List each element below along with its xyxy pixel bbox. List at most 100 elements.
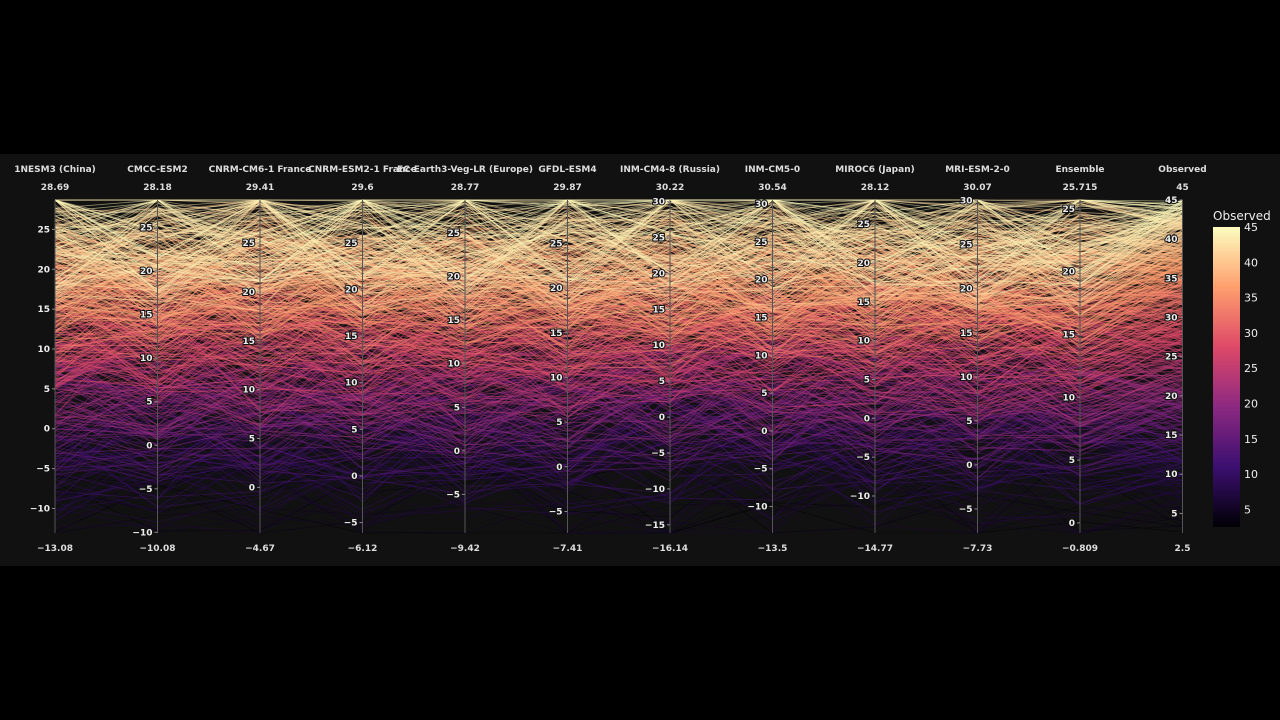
- axis-tick-label: 20: [1165, 392, 1178, 402]
- data-line: [54, 316, 1183, 402]
- axis-title: MIROC6 (Japan): [835, 165, 914, 175]
- data-line: [54, 391, 1183, 490]
- axis-tick-label: −10: [645, 485, 665, 495]
- axis-tick-label: 10: [1165, 470, 1178, 480]
- axis-tick-label: 5: [1069, 456, 1075, 466]
- axis-tick-label: 5: [454, 403, 460, 413]
- data-line: [54, 209, 1183, 304]
- axis-tick-label: 20: [447, 272, 460, 282]
- axis-tick-label: 0: [1069, 519, 1075, 529]
- axis-min-label: −16.14: [652, 544, 688, 554]
- data-line: [54, 361, 1183, 469]
- axis-title: EC-Earth3-Veg-LR (Europe): [397, 165, 533, 175]
- data-line: [54, 199, 1183, 282]
- axis-tick-label: 35: [1165, 274, 1178, 284]
- data-line: [54, 348, 1183, 460]
- axis: MRI-ESM-2-0 30.07 −7.73 −5 0 5 10 15 20 25 30: [945, 165, 1010, 554]
- data-line: [54, 199, 1183, 289]
- data-line: [54, 199, 1183, 277]
- axis-tick-label: 10: [242, 386, 255, 396]
- axis-tick-label: −5: [549, 507, 563, 517]
- axis-title: MRI-ESM-2-0: [945, 165, 1010, 175]
- axis-max-label: 30.54: [758, 183, 786, 193]
- axis-tick-label: 10: [345, 379, 358, 389]
- axis-tick-label: 25: [755, 238, 768, 248]
- axis-min-label: −4.67: [245, 544, 275, 554]
- axis-tick-label: 0: [146, 441, 152, 451]
- axis-max-label: 30.22: [656, 183, 684, 193]
- data-line: [54, 306, 1183, 385]
- axis-tick-label: 5: [966, 417, 972, 427]
- axis-tick-label: 25: [652, 233, 665, 243]
- axis-tick-label: 30: [755, 200, 768, 210]
- axis-tick-label: 5: [249, 435, 255, 445]
- parallel-coordinates-plot: 1NESM3 (China) 28.69 −13.08 −10 −5 0 5 10 15 20 25…: [0, 154, 1280, 566]
- axis-title: GFDL-ESM4: [538, 165, 596, 175]
- axis-title: CNRM-CM6-1 France: [209, 165, 312, 175]
- axis-title: CMCC-ESM2: [127, 165, 188, 175]
- colorbar-tick-label: 45: [1244, 221, 1258, 234]
- axis: MIROC6 (Japan) 28.12 −14.77 −10 −5 0 5 10 15 20 25: [835, 165, 914, 554]
- axis-tick-label: 20: [755, 276, 768, 286]
- axis-min-label: 2.5: [1175, 544, 1191, 554]
- data-line: [54, 199, 1183, 293]
- colorbar-tick-label: 40: [1244, 256, 1258, 269]
- axis-max-label: 28.77: [451, 183, 479, 193]
- axis-tick-label: 10: [140, 354, 153, 364]
- axis-min-label: −0.809: [1062, 544, 1098, 554]
- axis-tick-label: 15: [242, 337, 255, 347]
- axis-tick-label: 15: [755, 314, 768, 324]
- axis-title: INM-CM4-8 (Russia): [620, 165, 720, 175]
- axis-tick-label: 10: [857, 337, 870, 347]
- axis-tick-label: 10: [550, 373, 563, 383]
- axis: CNRM-CM6-1 France 29.41 −4.67 0 5 10 15 20 25: [209, 165, 312, 554]
- colorbar-title: Observed: [1213, 209, 1271, 223]
- data-line: [54, 352, 1183, 465]
- axis-tick-label: 20: [550, 284, 563, 294]
- data-line: [54, 199, 1183, 284]
- axis-min-label: −13.5: [758, 544, 788, 554]
- data-line: [54, 199, 1183, 266]
- axis-tick-label: 15: [652, 305, 665, 315]
- axis-tick-label: 15: [1165, 431, 1178, 441]
- data-line: [54, 202, 1183, 270]
- axis-tick-label: 25: [1062, 205, 1075, 215]
- axis-title: Ensemble: [1055, 165, 1104, 175]
- data-line: [54, 210, 1183, 280]
- axis-max-label: 28.69: [41, 183, 69, 193]
- data-line: [54, 409, 1183, 523]
- axis-max-label: 29.87: [553, 183, 581, 193]
- data-line: [54, 388, 1183, 491]
- axis-tick-label: 20: [37, 265, 50, 275]
- colorbar-tick-label: 25: [1244, 362, 1258, 375]
- axis-tick-label: 0: [44, 425, 50, 435]
- data-line: [54, 199, 1183, 276]
- axis-tick-label: −10: [850, 492, 870, 502]
- data-lines: [54, 199, 1183, 534]
- data-line: [54, 278, 1183, 363]
- axis-tick-label: 15: [447, 316, 460, 326]
- data-line: [54, 419, 1183, 526]
- axis-tick-label: 5: [864, 376, 870, 386]
- axis-tick-label: 20: [652, 269, 665, 279]
- axis-tick-label: 25: [1165, 353, 1178, 363]
- axis: Observed 45 2.5 5 10 15 20 25 30 35 40 45: [1158, 165, 1206, 554]
- axis: EC-Earth3-Veg-LR (Europe) 28.77 −9.42 −5 0 5 1…: [397, 165, 533, 554]
- axis-tick-label: 30: [960, 197, 973, 207]
- data-line: [54, 199, 1183, 292]
- colorbar-tick-label: 15: [1244, 433, 1258, 446]
- data-line: [54, 329, 1183, 431]
- data-line: [54, 199, 1183, 291]
- axis-tick-label: 15: [857, 298, 870, 308]
- data-line: [54, 199, 1183, 282]
- axis: Ensemble 25.715 −0.809 0 5 10 15 20 25: [1055, 165, 1104, 554]
- axis-tick-label: 0: [966, 461, 972, 471]
- axis-min-label: −9.42: [450, 544, 480, 554]
- axis-max-label: 28.12: [861, 183, 889, 193]
- data-line: [54, 218, 1183, 315]
- colorbar-tick-label: 20: [1244, 397, 1258, 410]
- axis-tick-label: 10: [960, 373, 973, 383]
- axis-tick-label: 0: [659, 413, 665, 423]
- axis-tick-label: 5: [659, 377, 665, 387]
- axis-tick-label: 10: [1062, 393, 1075, 403]
